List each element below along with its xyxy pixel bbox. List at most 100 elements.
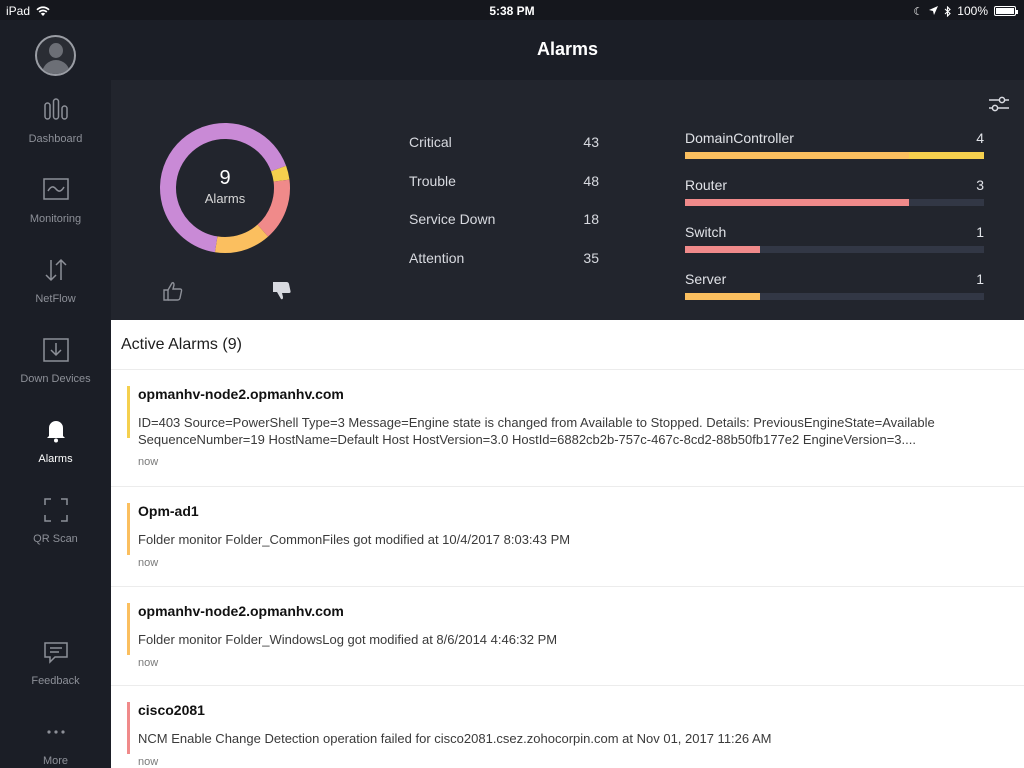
severity-count: 18: [583, 211, 599, 227]
monitor-wave-icon: [42, 178, 69, 200]
severity-row-critical[interactable]: Critical 43: [409, 134, 599, 173]
download-box-icon: [42, 338, 69, 362]
alarm-time: now: [138, 456, 159, 468]
alarm-item[interactable]: opmanhv-node2.opmanhv.com ID=403 Source=…: [111, 369, 1024, 486]
avatar[interactable]: [35, 35, 76, 76]
category-bar-fill: [685, 152, 910, 159]
alarm-host: Opm-ad1: [138, 503, 199, 519]
sidebar: Dashboard Monitoring NetFlow Down Device…: [0, 20, 111, 768]
severity-name: Service Down: [409, 211, 496, 227]
category-bar-fill-secondary: [909, 152, 984, 159]
category-name: Router: [685, 177, 728, 193]
category-list: DomainController 4 Router 3 Switch 1 Ser…: [685, 130, 984, 318]
severity-stripe: [127, 603, 130, 655]
thumbs-up-icon[interactable]: [162, 280, 184, 302]
severity-stripe: [127, 386, 130, 438]
category-row-domaincontroller[interactable]: DomainController 4: [685, 130, 984, 177]
category-bar: [685, 293, 984, 300]
status-bar: iPad 5:38 PM ☾ 100%: [0, 0, 1024, 20]
severity-row-trouble[interactable]: Trouble 48: [409, 173, 599, 212]
category-bar: [685, 152, 984, 159]
filter-sliders-icon[interactable]: [988, 96, 1010, 112]
category-count: 3: [976, 177, 984, 193]
alarm-item[interactable]: Opm-ad1 Folder monitor Folder_CommonFile…: [111, 486, 1024, 586]
alarm-host: cisco2081: [138, 702, 205, 718]
sidebar-item-feedback[interactable]: Feedback: [0, 637, 111, 707]
bluetooth-icon: [944, 5, 952, 17]
severity-list: Critical 43 Trouble 48 Service Down 18 A…: [409, 134, 599, 288]
sidebar-item-qr-scan[interactable]: QR Scan: [0, 495, 111, 565]
category-bar-fill: [685, 246, 760, 253]
alarm-message: Folder monitor Folder_CommonFiles got mo…: [138, 532, 571, 547]
severity-row-service-down[interactable]: Service Down 18: [409, 211, 599, 250]
chat-icon: [43, 642, 68, 664]
alarm-time: now: [138, 557, 159, 569]
wifi-icon: [36, 5, 50, 16]
category-bar-fill: [685, 293, 760, 300]
category-name: Switch: [685, 224, 727, 240]
sidebar-item-label: Feedback: [31, 675, 80, 687]
severity-stripe: [127, 702, 130, 754]
alarm-host: opmanhv-node2.opmanhv.com: [138, 603, 344, 619]
severity-count: 43: [583, 134, 599, 150]
moon-icon: ☾: [913, 5, 924, 18]
donut-ring: [160, 123, 290, 253]
location-icon: [929, 6, 939, 15]
category-row-server[interactable]: Server 1: [685, 271, 984, 318]
alarm-time: now: [138, 756, 159, 768]
category-name: DomainController: [685, 130, 794, 146]
category-count: 4: [976, 130, 984, 146]
alarm-message: Folder monitor Folder_WindowsLog got mod…: [138, 632, 558, 647]
sidebar-item-more[interactable]: More: [0, 717, 111, 768]
thumbs-down-icon[interactable]: [271, 280, 293, 302]
alarm-message: NCM Enable Change Detection operation fa…: [138, 731, 772, 746]
sidebar-item-label: Alarms: [38, 453, 73, 465]
page-title: Alarms: [536, 39, 599, 59]
page-header: Alarms: [111, 20, 1024, 80]
alarm-item[interactable]: cisco2081 NCM Enable Change Detection op…: [111, 685, 1024, 768]
battery-icon: [994, 6, 1018, 16]
category-row-router[interactable]: Router 3: [685, 177, 984, 224]
donut-count: 9: [219, 167, 231, 189]
sidebar-item-label: NetFlow: [35, 293, 76, 305]
battery-percent: 100%: [957, 4, 988, 18]
alarm-summary-panel: 9 Alarms Critical 43 Trouble 48 Service …: [111, 80, 1024, 320]
sidebar-item-netflow[interactable]: NetFlow: [0, 255, 111, 325]
netflow-arrows-icon: [44, 258, 67, 282]
bell-icon: [46, 421, 65, 443]
severity-name: Attention: [409, 249, 465, 266]
alarm-host: opmanhv-node2.opmanhv.com: [138, 386, 344, 402]
sidebar-item-dashboard[interactable]: Dashboard: [0, 95, 111, 165]
device-name: iPad: [6, 4, 31, 18]
category-count: 1: [976, 224, 984, 240]
alarm-message: ID=403 Source=PowerShell Type=3 Message=…: [138, 415, 935, 447]
bar-chart-icon: [43, 98, 68, 120]
alarm-item[interactable]: opmanhv-node2.opmanhv.com Folder monitor…: [111, 586, 1024, 686]
qr-scan-icon: [43, 498, 68, 522]
sidebar-item-label: Down Devices: [20, 373, 91, 385]
more-dots-icon: [46, 730, 65, 734]
sidebar-item-label: Dashboard: [28, 133, 83, 145]
severity-stripe: [127, 503, 130, 555]
active-alarms-panel: Active Alarms (9) opmanhv-node2.opmanhv.…: [111, 320, 1024, 768]
alarm-time: now: [138, 657, 159, 669]
sidebar-item-label: QR Scan: [33, 533, 78, 545]
sidebar-item-label: Monitoring: [29, 213, 82, 225]
alarm-donut-chart[interactable]: 9 Alarms: [159, 122, 291, 254]
severity-count: 48: [583, 172, 599, 189]
severity-name: Critical: [409, 134, 452, 150]
severity-row-attention[interactable]: Attention 35: [409, 250, 599, 289]
active-alarms-title: Active Alarms (9): [121, 336, 242, 353]
sidebar-item-label: More: [42, 755, 69, 767]
donut-segment-critical: [160, 123, 290, 253]
sidebar-item-alarms[interactable]: Alarms: [0, 415, 111, 485]
category-bar: [685, 199, 984, 206]
category-row-switch[interactable]: Switch 1: [685, 224, 984, 271]
severity-count: 35: [583, 249, 599, 266]
donut-label: Alarms: [204, 191, 246, 206]
status-time: 5:38 PM: [489, 4, 535, 18]
category-bar: [685, 246, 984, 253]
sidebar-item-down-devices[interactable]: Down Devices: [0, 335, 111, 405]
sidebar-item-monitoring[interactable]: Monitoring: [0, 175, 111, 245]
category-name: Server: [685, 271, 727, 287]
